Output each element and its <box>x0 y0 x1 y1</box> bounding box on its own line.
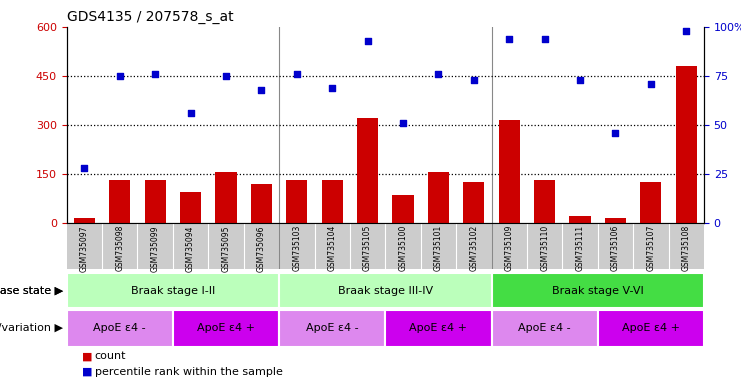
Point <box>468 77 479 83</box>
Point <box>610 129 622 136</box>
Bar <box>250 184 272 223</box>
Point <box>220 73 232 79</box>
Bar <box>499 120 520 223</box>
Bar <box>357 118 378 223</box>
Bar <box>640 182 662 223</box>
Text: ApoE ε4 +: ApoE ε4 + <box>410 323 468 333</box>
Point <box>539 36 551 42</box>
Text: percentile rank within the sample: percentile rank within the sample <box>95 367 283 377</box>
Text: GSM735094: GSM735094 <box>186 225 195 271</box>
Bar <box>109 180 130 223</box>
Point <box>185 110 196 116</box>
Text: ApoE ε4 +: ApoE ε4 + <box>622 323 679 333</box>
Bar <box>491 273 704 308</box>
Bar <box>180 192 202 223</box>
Text: GDS4135 / 207578_s_at: GDS4135 / 207578_s_at <box>67 10 233 25</box>
Text: GSM735106: GSM735106 <box>611 225 620 271</box>
Point <box>397 120 409 126</box>
Text: GSM735104: GSM735104 <box>328 225 336 271</box>
Text: ApoE ε4 -: ApoE ε4 - <box>93 323 146 333</box>
Point <box>433 71 445 77</box>
Point <box>680 28 692 34</box>
Point <box>326 84 338 91</box>
Text: GSM735107: GSM735107 <box>646 225 655 271</box>
Bar <box>67 310 173 347</box>
Text: GSM735097: GSM735097 <box>80 225 89 271</box>
Text: GSM735103: GSM735103 <box>292 225 302 271</box>
Bar <box>598 310 704 347</box>
Text: count: count <box>95 351 127 361</box>
Bar <box>286 180 308 223</box>
Bar <box>534 180 555 223</box>
Text: GSM735109: GSM735109 <box>505 225 514 271</box>
Text: GSM735101: GSM735101 <box>434 225 443 271</box>
Point <box>291 71 303 77</box>
Point <box>256 86 268 93</box>
Text: genotype/variation ▶: genotype/variation ▶ <box>0 323 63 333</box>
Text: disease state ▶: disease state ▶ <box>0 286 63 296</box>
Text: GSM735099: GSM735099 <box>150 225 160 271</box>
Text: GSM735110: GSM735110 <box>540 225 549 271</box>
Bar <box>385 310 491 347</box>
Bar <box>393 195 413 223</box>
Text: ApoE ε4 +: ApoE ε4 + <box>197 323 255 333</box>
Bar <box>67 273 279 308</box>
Bar <box>491 310 598 347</box>
Text: GSM735108: GSM735108 <box>682 225 691 271</box>
Bar <box>216 172 236 223</box>
Text: GSM735096: GSM735096 <box>257 225 266 271</box>
Bar <box>569 216 591 223</box>
Text: GSM735111: GSM735111 <box>576 225 585 271</box>
Text: ApoE ε4 -: ApoE ε4 - <box>518 323 571 333</box>
Text: ■: ■ <box>82 351 92 361</box>
Text: GSM735095: GSM735095 <box>222 225 230 271</box>
Bar <box>322 180 343 223</box>
Bar <box>428 172 449 223</box>
Point <box>79 165 90 171</box>
Text: GSM735105: GSM735105 <box>363 225 372 271</box>
Bar <box>279 273 491 308</box>
Point <box>149 71 161 77</box>
Text: Braak stage V-VI: Braak stage V-VI <box>552 286 644 296</box>
Text: GSM735100: GSM735100 <box>399 225 408 271</box>
Text: GSM735098: GSM735098 <box>116 225 124 271</box>
Point <box>114 73 126 79</box>
Bar <box>279 310 385 347</box>
Bar <box>173 310 279 347</box>
Point <box>574 77 586 83</box>
Text: disease state ▶: disease state ▶ <box>0 286 63 296</box>
Text: GSM735102: GSM735102 <box>469 225 479 271</box>
Point <box>645 81 657 87</box>
Text: ApoE ε4 -: ApoE ε4 - <box>306 323 359 333</box>
Text: Braak stage III-IV: Braak stage III-IV <box>338 286 433 296</box>
Point <box>503 36 515 42</box>
Point <box>362 38 373 44</box>
Text: Braak stage I-II: Braak stage I-II <box>130 286 215 296</box>
Bar <box>74 218 95 223</box>
Text: ■: ■ <box>82 367 92 377</box>
Bar <box>463 182 485 223</box>
Bar <box>144 180 166 223</box>
Bar <box>676 66 697 223</box>
Bar <box>605 218 626 223</box>
